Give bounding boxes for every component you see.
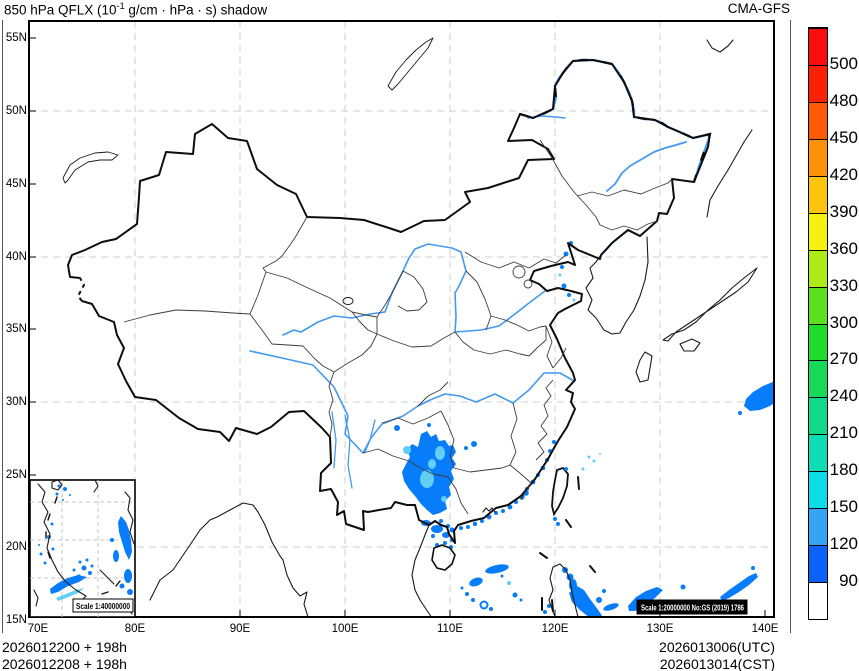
- colorbar-level-270: 270: [824, 350, 858, 368]
- colorbar-level-480: 480: [824, 92, 858, 110]
- inset-scale-label: Scale 1:40000000: [76, 602, 130, 611]
- graticule-gridlines: [29, 21, 774, 617]
- map-canvas: Scale 1:40000000 Scale 1:20000000 No:GS …: [0, 0, 859, 671]
- colorbar-level-420: 420: [824, 166, 858, 184]
- colorbar-level-240: 240: [824, 387, 858, 405]
- qflx-shaded-cells: [394, 241, 776, 618]
- lon-label-70e: 70E: [16, 623, 60, 635]
- valid-time-cst: 2026013014(CST): [660, 656, 775, 671]
- lat-label-30n: 30N: [2, 396, 27, 408]
- taiwan-island: [552, 468, 568, 514]
- lon-label-140e: 140E: [743, 623, 787, 635]
- yellow-river: [283, 244, 545, 335]
- map-scale-badge: Scale 1:20000000 No:GS (2019) 1786: [637, 600, 747, 614]
- salween-river: [332, 412, 336, 468]
- lat-label-20n: 20N: [2, 541, 27, 553]
- axis-ticks: [30, 38, 765, 616]
- colorbar-level-390: 390: [824, 203, 858, 221]
- colorbar-level-210: 210: [824, 424, 858, 442]
- colorbar-level-120: 120: [824, 535, 858, 553]
- init-time-1: 2026012200 + 198h: [2, 639, 127, 655]
- lat-label-25n: 25N: [2, 469, 27, 481]
- colorbar-level-300: 300: [824, 314, 858, 332]
- lon-label-90e: 90E: [218, 623, 262, 635]
- weather-chart-figure: 850 hPa QFLX (10-1 g/cm · hPa · s) shado…: [0, 0, 859, 671]
- colorbar-level-180: 180: [824, 461, 858, 479]
- amur-border-dashes: [520, 60, 710, 182]
- lat-label-55n: 55N: [2, 32, 27, 44]
- map-scale-label: Scale 1:20000000 No:GS (2019) 1786: [641, 604, 744, 613]
- lat-label-35n: 35N: [2, 323, 27, 335]
- init-time-2: 2026012208 + 198h: [2, 656, 127, 671]
- map-frame: [29, 21, 774, 617]
- songhua-river: [607, 142, 686, 191]
- south-china-sea-inset: Scale 1:40000000: [30, 480, 135, 617]
- colorbar-level-500: 500: [824, 55, 858, 73]
- map-content: [29, 21, 776, 618]
- lakes: [63, 38, 433, 305]
- colorbar-level-360: 360: [824, 240, 858, 258]
- lat-label-40n: 40N: [2, 251, 27, 263]
- nine-dash-line: [540, 477, 595, 611]
- lat-label-50n: 50N: [2, 105, 27, 117]
- amur-river: [520, 60, 710, 138]
- lon-label-120e: 120E: [533, 623, 577, 635]
- lon-label-110e: 110E: [428, 623, 472, 635]
- colorbar-level-450: 450: [824, 129, 858, 147]
- lon-label-100e: 100E: [323, 623, 367, 635]
- lat-label-45n: 45N: [2, 178, 27, 190]
- valid-time-utc: 2026013006(UTC): [659, 639, 775, 655]
- lon-label-130e: 130E: [638, 623, 682, 635]
- colorbar-level-330: 330: [824, 277, 858, 295]
- colorbar-level-150: 150: [824, 498, 858, 516]
- lon-label-80e: 80E: [113, 623, 157, 635]
- colorbar-level-90: 90: [824, 572, 858, 590]
- coastal-cells: [459, 440, 556, 530]
